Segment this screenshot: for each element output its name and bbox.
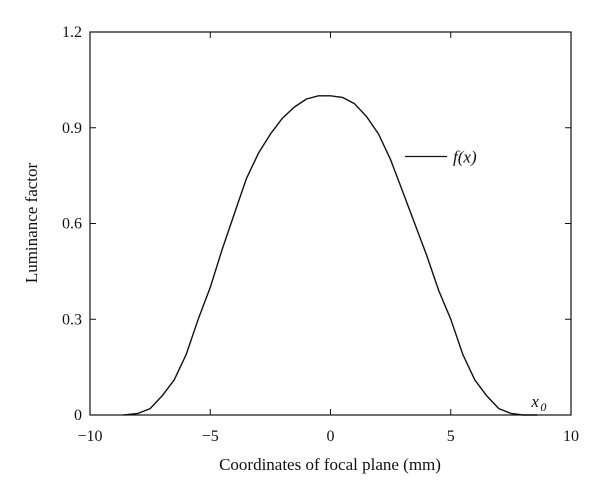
x-axis-title: Coordinates of focal plane (mm) xyxy=(219,455,441,474)
x-tick-label: 5 xyxy=(447,428,455,445)
series-layer xyxy=(123,95,538,416)
y-tick-label: 0.9 xyxy=(62,120,82,137)
series-line xyxy=(123,95,538,416)
x-tick-label: −10 xyxy=(77,428,102,445)
x-tick-label: 0 xyxy=(327,428,335,445)
annotation-layer: f(x) x 0 xyxy=(405,147,546,414)
y-tick-label: 0.6 xyxy=(62,216,82,233)
x-tick-label: 10 xyxy=(563,428,579,445)
y-axis-title: Luminance factor xyxy=(22,162,41,283)
annotation-x0-label: x xyxy=(530,392,539,411)
y-tick-label: 1.2 xyxy=(62,24,82,41)
y-tick-label: 0.3 xyxy=(62,311,82,328)
axis-ticks: −10 −5 0 5 10 0 0.3 0.6 0.9 1.2 xyxy=(62,24,579,445)
y-tick-label: 0 xyxy=(74,407,82,424)
plot-frame xyxy=(89,31,572,416)
annotation-fx-label: f(x) xyxy=(453,147,477,166)
x-tick-label: −5 xyxy=(202,428,219,445)
annotation-x0-subscript: 0 xyxy=(540,400,546,414)
